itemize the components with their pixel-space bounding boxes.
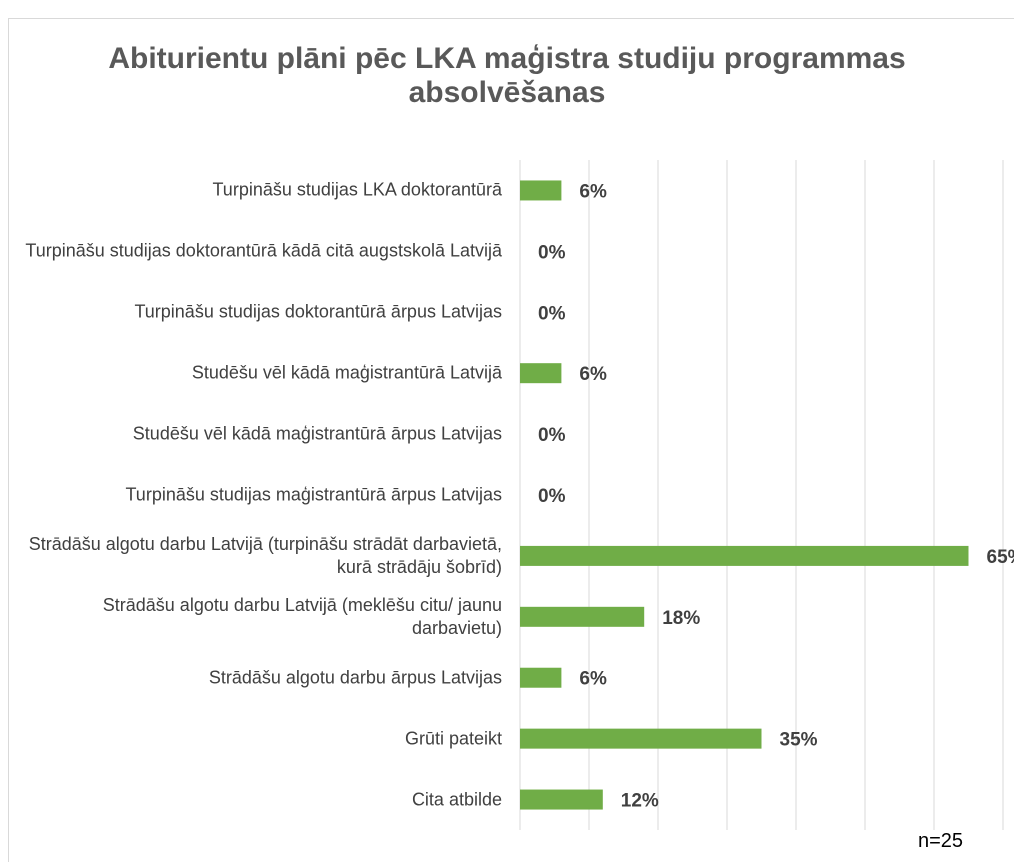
data-label: 0%	[538, 303, 566, 324]
y-tick-label: Studēšu vēl kādā maģistrantūrā ārpus Lat…	[132, 423, 502, 444]
bar	[520, 789, 603, 810]
data-label: 18%	[662, 608, 700, 629]
bar	[520, 545, 969, 566]
y-tick-label: Strādāšu algotu darbu ārpus Latvijas	[208, 667, 502, 688]
data-label: 35%	[780, 730, 818, 751]
chart-frame	[8, 18, 1014, 862]
data-label: 6%	[579, 364, 607, 385]
y-tick-label: Turpināšu studijas doktorantūrā kādā cit…	[25, 240, 502, 261]
data-label: 6%	[579, 181, 607, 202]
y-tick-label: Strādāšu algotu darbu Latvijā (turpināšu…	[28, 533, 502, 577]
data-label: 0%	[538, 486, 566, 507]
data-label: 65%	[987, 547, 1014, 568]
bar	[520, 728, 762, 749]
data-label: 6%	[579, 669, 607, 690]
y-tick-label: Grūti pateikt	[404, 728, 502, 749]
data-label: 0%	[538, 425, 566, 446]
y-tick-label: Cita atbilde	[411, 789, 502, 810]
annotation: n=25	[918, 830, 964, 852]
chart-title: Abiturientu plāni pēc LKA maģistra studi…	[108, 42, 906, 109]
y-tick-label: Turpināšu studijas LKA doktorantūrā	[212, 179, 502, 200]
y-tick-label: Turpināšu studijas maģistrantūrā ārpus L…	[125, 484, 502, 505]
y-tick-label: Studēšu vēl kādā maģistrantūrā Latvijā	[191, 362, 502, 383]
bar	[520, 667, 562, 688]
data-label: 12%	[621, 791, 659, 812]
y-tick-label: Strādāšu algotu darbu Latvijā (meklēšu c…	[102, 594, 502, 638]
bar	[520, 180, 562, 201]
y-tick-label: Turpināšu studijas doktorantūrā ārpus La…	[134, 301, 502, 322]
bar	[520, 363, 562, 384]
bar	[520, 606, 645, 627]
data-label: 0%	[538, 242, 566, 263]
